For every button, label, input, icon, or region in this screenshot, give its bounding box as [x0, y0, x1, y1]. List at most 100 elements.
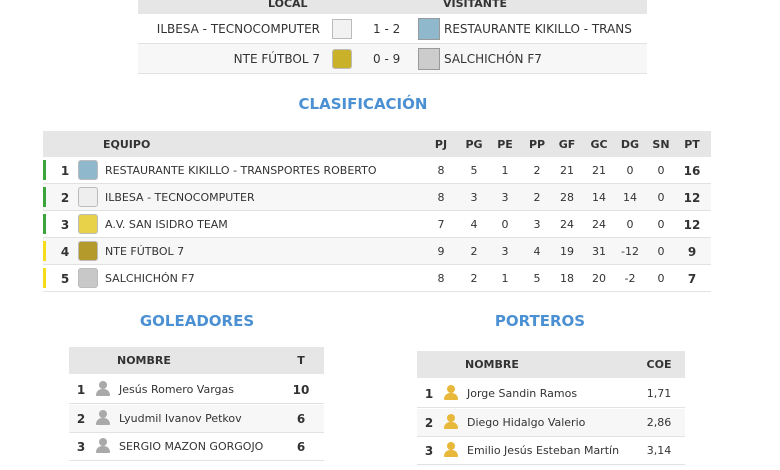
stat-pt: 12: [683, 218, 701, 232]
home-team[interactable]: ILBESA - TECNOCOMPUTER: [156, 22, 320, 36]
scorers-row[interactable]: 3 SERGIO MAZON GORGOJO 6: [69, 433, 324, 461]
team-logo-icon: [78, 268, 98, 288]
stat-pj: 8: [437, 164, 445, 177]
column-header-nombre: NOMBRE: [465, 358, 519, 371]
away-team[interactable]: RESTAURANTE KIKILLO - TRANS: [444, 22, 632, 36]
scorers-row[interactable]: 2 Lyudmil Ivanov Petkov 6: [69, 404, 324, 433]
position: 5: [60, 272, 70, 286]
position: 2: [60, 191, 70, 205]
home-team[interactable]: NTE FÚTBOL 7: [233, 52, 320, 66]
stat-pg: 5: [470, 164, 478, 177]
stat-pe: 3: [501, 191, 509, 204]
stat-gc: 31: [592, 245, 606, 258]
position: 4: [60, 245, 70, 259]
column-header-equipo: EQUIPO: [103, 138, 151, 151]
stat-dg: 0: [626, 218, 634, 231]
match-row[interactable]: NTE FÚTBOL 7 0 - 9 SALCHICHÓN F7: [138, 44, 647, 74]
team-name[interactable]: RESTAURANTE KIKILLO - TRANSPORTES ROBERT…: [105, 164, 377, 177]
stat-sn: 0: [657, 164, 665, 177]
away-logo-icon: [418, 48, 440, 70]
stat-pp: 5: [533, 272, 541, 285]
player-icon: [444, 413, 458, 430]
zone-indicator: [43, 268, 46, 288]
team-name[interactable]: NTE FÚTBOL 7: [105, 245, 185, 258]
player-name[interactable]: Diego Hidalgo Valerio: [467, 415, 586, 429]
position: 3: [424, 444, 434, 458]
stat-pp: 4: [533, 245, 541, 258]
team-logo-icon: [78, 241, 98, 261]
stat-pp: 2: [533, 164, 541, 177]
stat-dg: 14: [623, 191, 637, 204]
position: 1: [60, 164, 70, 178]
standings-row[interactable]: 1 RESTAURANTE KIKILLO - TRANSPORTES ROBER…: [43, 157, 711, 184]
standings-row[interactable]: 4 NTE FÚTBOL 7 9 2 3 4 19 31 -12 0 9: [43, 238, 711, 265]
away-team[interactable]: SALCHICHÓN F7: [444, 52, 542, 66]
match-row[interactable]: ILBESA - TECNOCOMPUTER 1 - 2 RESTAURANTE K…: [138, 14, 647, 44]
player-name[interactable]: Jorge Sandin Ramos: [467, 387, 578, 400]
standings-header: EQUIPO PJ PG PE PP GF GC DG SN PT: [43, 131, 711, 157]
column-header-sn: SN: [652, 138, 670, 151]
local-header: LOCAL: [268, 0, 308, 10]
player-name[interactable]: Jesús Romero Vargas: [119, 383, 235, 396]
stat-pt: 12: [683, 191, 701, 205]
player-value: 6: [296, 411, 306, 426]
position: 1: [424, 387, 434, 401]
player-icon: [444, 442, 458, 458]
stat-pp: 2: [533, 191, 541, 204]
stat-pt: 16: [683, 164, 701, 178]
stat-pj: 8: [437, 272, 445, 285]
player-value: 10: [292, 383, 310, 397]
stat-pg: 4: [470, 218, 478, 231]
stat-sn: 0: [657, 218, 665, 231]
player-name[interactable]: SERGIO MAZON GORGOJO: [119, 440, 264, 453]
zone-indicator: [43, 187, 46, 207]
column-header-dg: DG: [620, 138, 640, 151]
stat-gf: 18: [560, 272, 574, 285]
stat-pg: 3: [470, 191, 478, 204]
player-name[interactable]: Emilio Jesús Esteban Martín: [467, 444, 620, 457]
scorers-row[interactable]: 1 Jesús Romero Vargas 10: [69, 376, 324, 404]
stat-gf: 28: [560, 191, 574, 204]
match-score[interactable]: 1 - 2: [373, 22, 401, 36]
stat-dg: -2: [624, 272, 636, 285]
team-name[interactable]: A.V. SAN ISIDRO TEAM: [105, 218, 228, 231]
team-logo-icon: [78, 160, 98, 180]
stat-pj: 7: [437, 218, 445, 231]
standings-row[interactable]: 3 A.V. SAN ISIDRO TEAM 7 4 0 3 24 24 0 0 12: [43, 211, 711, 238]
column-header-value: COE: [646, 358, 672, 371]
match-score[interactable]: 0 - 9: [373, 52, 401, 66]
stat-pg: 2: [470, 245, 478, 258]
zone-indicator: [43, 214, 46, 234]
player-value: 6: [296, 440, 306, 454]
standings-row[interactable]: 2 ILBESA - TECNOCOMPUTER 8 3 3 2 28 14 14 0 12: [43, 184, 711, 211]
column-header-gf: GF: [558, 138, 576, 151]
stat-pe: 1: [501, 164, 509, 177]
team-name[interactable]: SALCHICHÓN F7: [105, 272, 195, 285]
scorers-title: GOLEADORES: [139, 312, 255, 330]
player-icon: [444, 385, 458, 401]
keepers-row[interactable]: 2 Diego Hidalgo Valerio 2,86: [417, 408, 685, 437]
column-header-gc: GC: [590, 138, 608, 151]
zone-indicator: [43, 160, 46, 180]
keepers-row[interactable]: 3 Emilio Jesús Esteban Martín 3,14: [417, 437, 685, 465]
player-icon: [96, 438, 110, 454]
position: 3: [60, 218, 70, 232]
keepers-title: PORTEROS: [494, 312, 586, 330]
stat-gc: 24: [592, 218, 606, 231]
standings-row[interactable]: 5 SALCHICHÓN F7 8 2 1 5 18 20 -2 0 7: [43, 265, 711, 292]
player-name[interactable]: Lyudmil Ivanov Petkov: [119, 411, 242, 425]
team-name[interactable]: ILBESA - TECNOCOMPUTER: [105, 191, 255, 204]
column-header-pg: PG: [465, 138, 483, 151]
stat-pg: 2: [470, 272, 478, 285]
stat-sn: 0: [657, 272, 665, 285]
keepers-row[interactable]: 1 Jorge Sandin Ramos 1,71: [417, 380, 685, 408]
stat-pj: 8: [437, 191, 445, 204]
stat-pj: 9: [437, 245, 445, 258]
stat-pe: 0: [501, 218, 509, 231]
stat-pt: 7: [687, 272, 697, 286]
stat-pe: 3: [501, 245, 509, 258]
position: 3: [76, 440, 86, 454]
scorers-header: NOMBRE T: [69, 347, 324, 374]
column-header-pt: PT: [684, 138, 700, 151]
stat-gc: 20: [592, 272, 606, 285]
